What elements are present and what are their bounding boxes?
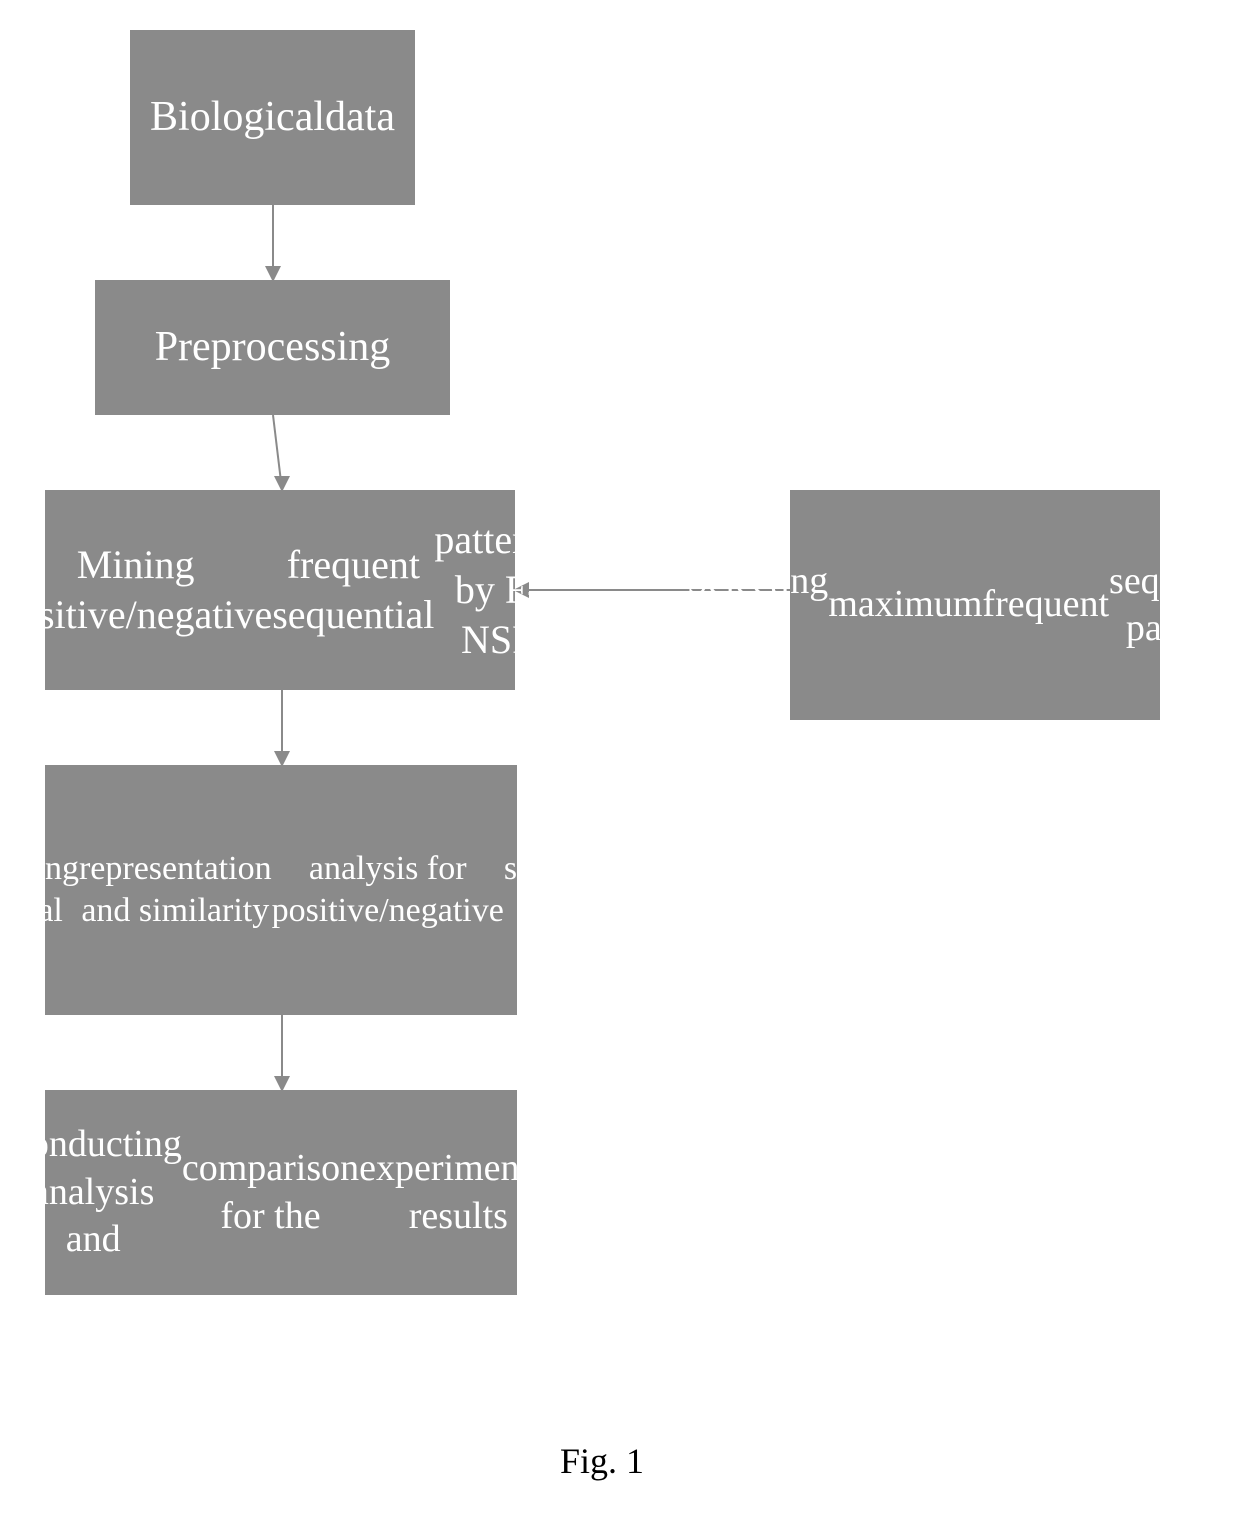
- flowchart-node-n1: Biologicaldata: [130, 30, 415, 205]
- flowchart-node-n5: Conducting graphicalrepresentation and s…: [45, 765, 517, 1015]
- flowchart-node-n4: Selecting themaximumfrequentsequential p…: [790, 490, 1160, 720]
- figure-caption: Fig. 1: [560, 1440, 644, 1482]
- flowchart-node-n6: Conducting analysis andcomparison for th…: [45, 1090, 517, 1295]
- flowchart-container: Biologicaldata Preprocessing Mining positi…: [0, 0, 1240, 1521]
- flowchart-edge-e2: [273, 415, 282, 490]
- flowchart-node-n3: Mining positive/negativefrequent sequent…: [45, 490, 515, 690]
- flowchart-node-n2: Preprocessing: [95, 280, 450, 415]
